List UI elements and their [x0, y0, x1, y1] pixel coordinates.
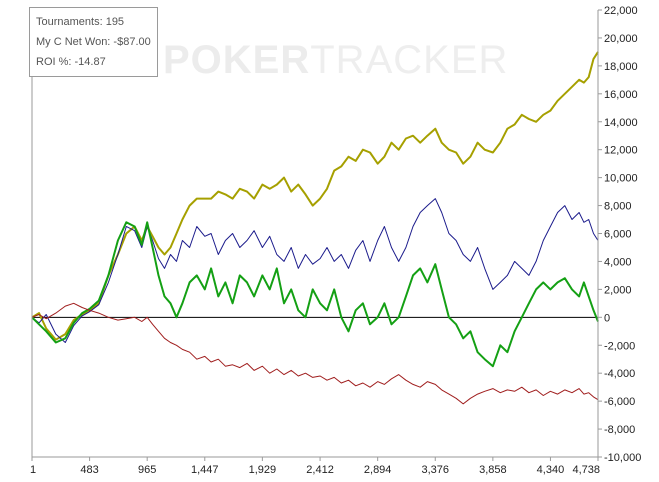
x-tick-label: 1,447: [191, 464, 219, 476]
x-tick-label: 3,376: [421, 464, 449, 476]
pokertracker-logo-watermark: POKERTRACKER: [163, 38, 508, 83]
y-tick-label: 0: [604, 312, 610, 324]
y-tick-label: 2,000: [604, 284, 632, 296]
x-tick-label: 4,738: [572, 464, 600, 476]
watermark-brand-bold: POKER: [163, 38, 311, 82]
y-tick-label: -6,000: [604, 396, 635, 408]
net-won-value: My C Net Won: -$87.00: [36, 36, 151, 48]
y-tick-label: 10,000: [604, 173, 638, 185]
y-tick-label: 4,000: [604, 256, 632, 268]
y-tick-label: 22,000: [604, 5, 638, 17]
axes-layer: -10,000 -8,000 -6,000 -4,000 -2,000 0 2,000 4,0…: [30, 5, 641, 476]
y-tick-label: 12,000: [604, 145, 638, 157]
y-tick-label: 8,000: [604, 201, 632, 213]
y-tick-label: -2,000: [604, 340, 635, 352]
x-tick-label: 2,894: [364, 464, 392, 476]
y-tick-label: 14,000: [604, 117, 638, 129]
series-line-4: [31, 302, 599, 405]
y-tick-label: 16,000: [604, 89, 638, 101]
y-tick-label: -10,000: [604, 452, 641, 464]
x-tick-label: 4,340: [537, 464, 565, 476]
series-layer: [31, 51, 599, 405]
series-line-2: [31, 198, 599, 343]
tournaments-count: Tournaments: 195: [36, 16, 125, 28]
y-tick-label: 20,000: [604, 33, 638, 45]
roi-value: ROI %: -14.87: [36, 56, 106, 68]
x-tick-label: 965: [138, 464, 156, 476]
x-tick-label: 483: [80, 464, 98, 476]
watermark-brand-light: TRACKER: [310, 38, 509, 82]
x-tick-label: 1,929: [249, 464, 277, 476]
y-tick-label: -8,000: [604, 424, 635, 436]
y-tick-label: -4,000: [604, 368, 635, 380]
series-line-1: [31, 51, 599, 341]
x-tick-label: 2,412: [306, 464, 334, 476]
x-tick-label: 1: [30, 464, 36, 476]
x-tick-label: 3,858: [479, 464, 507, 476]
stats-info-box: Tournaments: 195 My C Net Won: -$87.00 R…: [29, 7, 158, 77]
y-tick-label: 18,000: [604, 61, 638, 73]
y-tick-label: 6,000: [604, 229, 632, 241]
series-line-3: [31, 221, 599, 368]
